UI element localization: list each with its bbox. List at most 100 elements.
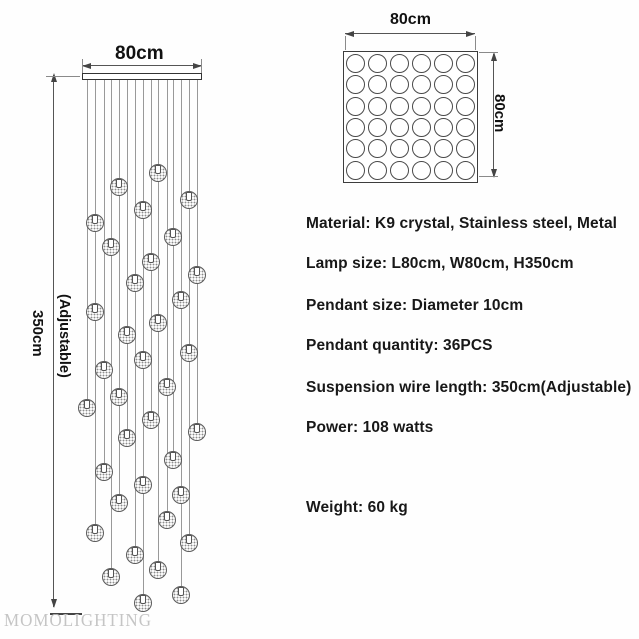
crystal-pendant-ball <box>158 378 176 396</box>
pendant-top-view-circle <box>455 139 475 159</box>
top-view-width-dim-line <box>345 33 475 34</box>
crystal-pendant-ball <box>164 228 182 246</box>
spec-material: Material: K9 crystal, Stainless steel, M… <box>306 215 618 232</box>
dim-arrow-icon <box>193 62 202 69</box>
dim-arrow-icon <box>82 62 91 69</box>
dim-arrow-icon <box>50 599 57 608</box>
pendant-top-view-circle <box>433 118 453 138</box>
pendant-top-view-circle <box>368 118 388 138</box>
crystal-pendant-ball <box>134 594 152 612</box>
crystal-pendant-ball <box>172 486 190 504</box>
top-view-grid <box>343 51 478 183</box>
suspension-wire <box>197 80 198 434</box>
pendant-top-view-circle <box>455 54 475 74</box>
spec-wire-length: Suspension wire length: 350cm(Adjustable… <box>306 379 632 396</box>
pendant-top-view-circle <box>455 118 475 138</box>
crystal-pendant-ball <box>86 303 104 321</box>
crystal-pendant-ball <box>95 361 113 379</box>
dim-arrow-icon <box>490 52 497 61</box>
pendant-top-view-circle <box>455 75 475 95</box>
pendant-top-view-circle <box>411 160 431 180</box>
dim-arrow-icon <box>50 73 57 82</box>
crystal-pendant-ball <box>180 534 198 552</box>
spec-lamp-size: Lamp size: L80cm, W80cm, H350cm <box>306 255 574 272</box>
dim-arrow-icon <box>345 30 354 37</box>
dim-extension-tick <box>46 76 80 77</box>
crystal-pendant-ball <box>86 214 104 232</box>
side-height-label: 350cm <box>29 310 46 357</box>
pendant-top-view-circle <box>411 96 431 116</box>
crystal-pendant-ball <box>158 511 176 529</box>
pendant-top-view-circle <box>390 160 410 180</box>
crystal-pendant-ball <box>149 164 167 182</box>
dim-extension-tick <box>201 59 202 73</box>
spec-power: Power: 108 watts <box>306 419 434 436</box>
ceiling-plate <box>82 73 202 80</box>
crystal-pendant-ball <box>172 586 190 604</box>
pendant-top-view-circle <box>368 96 388 116</box>
crystal-pendant-ball <box>142 411 160 429</box>
pendant-top-view-circle <box>390 118 410 138</box>
pendant-top-view-circle <box>346 54 366 74</box>
suspension-wire <box>119 80 120 505</box>
pendant-top-view-circle <box>368 75 388 95</box>
dim-extension-tick <box>479 176 498 177</box>
crystal-pendant-ball <box>95 463 113 481</box>
crystal-pendant-ball <box>110 388 128 406</box>
pendant-top-view-circle <box>390 54 410 74</box>
ground-line <box>50 613 82 615</box>
crystal-pendant-ball <box>118 326 136 344</box>
pendant-top-view-circle <box>411 118 431 138</box>
pendant-top-view-circle <box>411 54 431 74</box>
spec-pendant-size: Pendant size: Diameter 10cm <box>306 297 524 314</box>
crystal-pendant-ball <box>102 238 120 256</box>
side-view-diagram: 80cm 350cm (Adjustable) <box>0 0 300 639</box>
top-view-depth-dim-line <box>493 54 494 177</box>
crystal-pendant-ball <box>188 266 206 284</box>
crystal-pendant-ball <box>86 524 104 542</box>
crystal-pendant-ball <box>126 274 144 292</box>
pendant-top-view-circle <box>455 96 475 116</box>
pendant-top-view-circle <box>411 75 431 95</box>
crystal-pendant-ball <box>188 423 206 441</box>
top-view-depth-label: 80cm <box>491 94 508 133</box>
crystal-pendant-ball <box>180 344 198 362</box>
dim-extension-tick <box>82 59 83 73</box>
pendant-top-view-circle <box>411 139 431 159</box>
crystal-pendant-ball <box>172 291 190 309</box>
pendant-top-view-circle <box>433 96 453 116</box>
crystal-pendant-ball <box>149 561 167 579</box>
suspension-wire <box>173 80 174 462</box>
suspension-wire <box>151 80 152 422</box>
suspension-wire <box>135 80 136 557</box>
suspension-wire <box>104 80 105 474</box>
pendant-top-view-circle <box>390 96 410 116</box>
crystal-pendant-ball <box>110 178 128 196</box>
suspension-wire <box>189 80 190 545</box>
pendant-top-view-circle <box>390 75 410 95</box>
crystal-pendant-ball <box>134 201 152 219</box>
crystal-pendant-ball <box>134 476 152 494</box>
top-view-diagram: 80cm 80cm <box>300 0 639 200</box>
pendant-top-view-circle <box>346 118 366 138</box>
crystal-pendant-ball <box>180 191 198 209</box>
side-height-dim-line <box>53 75 54 607</box>
crystal-pendant-ball <box>102 568 120 586</box>
crystal-pendant-ball <box>78 399 96 417</box>
pendant-top-view-circle <box>346 96 366 116</box>
dim-extension-tick <box>475 36 476 50</box>
suspension-wire <box>111 80 112 579</box>
crystal-pendant-ball <box>164 451 182 469</box>
side-width-dim-line <box>82 65 202 66</box>
pendant-top-view-circle <box>433 54 453 74</box>
crystal-pendant-ball <box>118 429 136 447</box>
crystal-pendant-ball <box>134 351 152 369</box>
spec-pendant-quantity: Pendant quantity: 36PCS <box>306 337 493 354</box>
crystal-pendant-ball <box>142 253 160 271</box>
dim-arrow-icon <box>466 30 475 37</box>
suspension-wire <box>87 80 88 410</box>
pendant-top-view-circle <box>368 139 388 159</box>
pendant-top-view-circle <box>390 139 410 159</box>
pendant-top-view-circle <box>346 75 366 95</box>
